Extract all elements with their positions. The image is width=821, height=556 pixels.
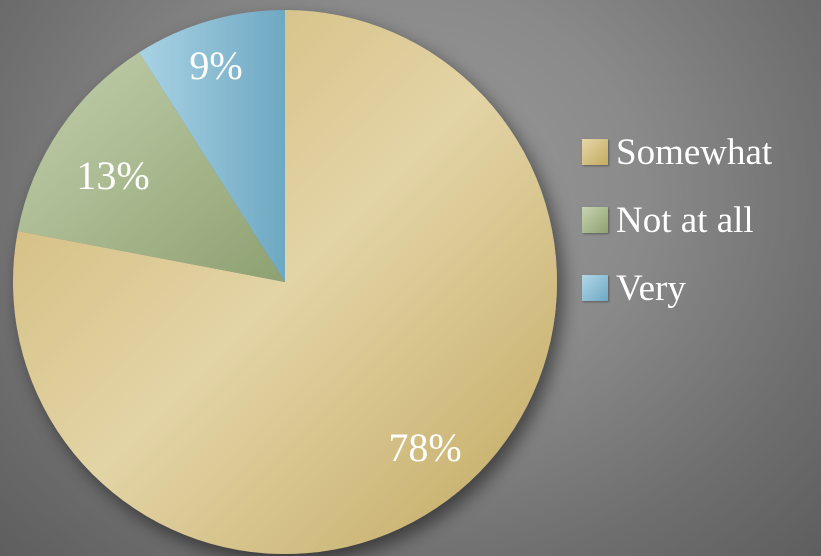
legend-label-not-at-all: Not at all xyxy=(616,199,754,241)
pie-slices xyxy=(13,9,558,554)
legend-item-somewhat: Somewhat xyxy=(582,118,818,186)
pie-slice-somewhat xyxy=(13,9,558,554)
legend-swatch-very xyxy=(582,275,608,301)
pie-labels: 78% 13% 9% xyxy=(76,43,461,470)
legend-item-not-at-all: Not at all xyxy=(582,186,818,254)
legend-item-very: Very xyxy=(582,254,818,322)
pie-slice-very xyxy=(139,9,285,282)
legend-swatch-somewhat xyxy=(582,139,608,165)
legend-swatch-not-at-all xyxy=(582,207,608,233)
pie-slice-not-at-all xyxy=(17,52,285,283)
slice-label-not-at-all: 13% xyxy=(76,153,149,198)
slice-label-very: 9% xyxy=(189,43,242,88)
legend-label-very: Very xyxy=(616,267,686,309)
legend: Somewhat Not at all Very xyxy=(582,118,818,322)
legend-label-somewhat: Somewhat xyxy=(616,131,773,173)
slice-label-somewhat: 78% xyxy=(388,425,461,470)
